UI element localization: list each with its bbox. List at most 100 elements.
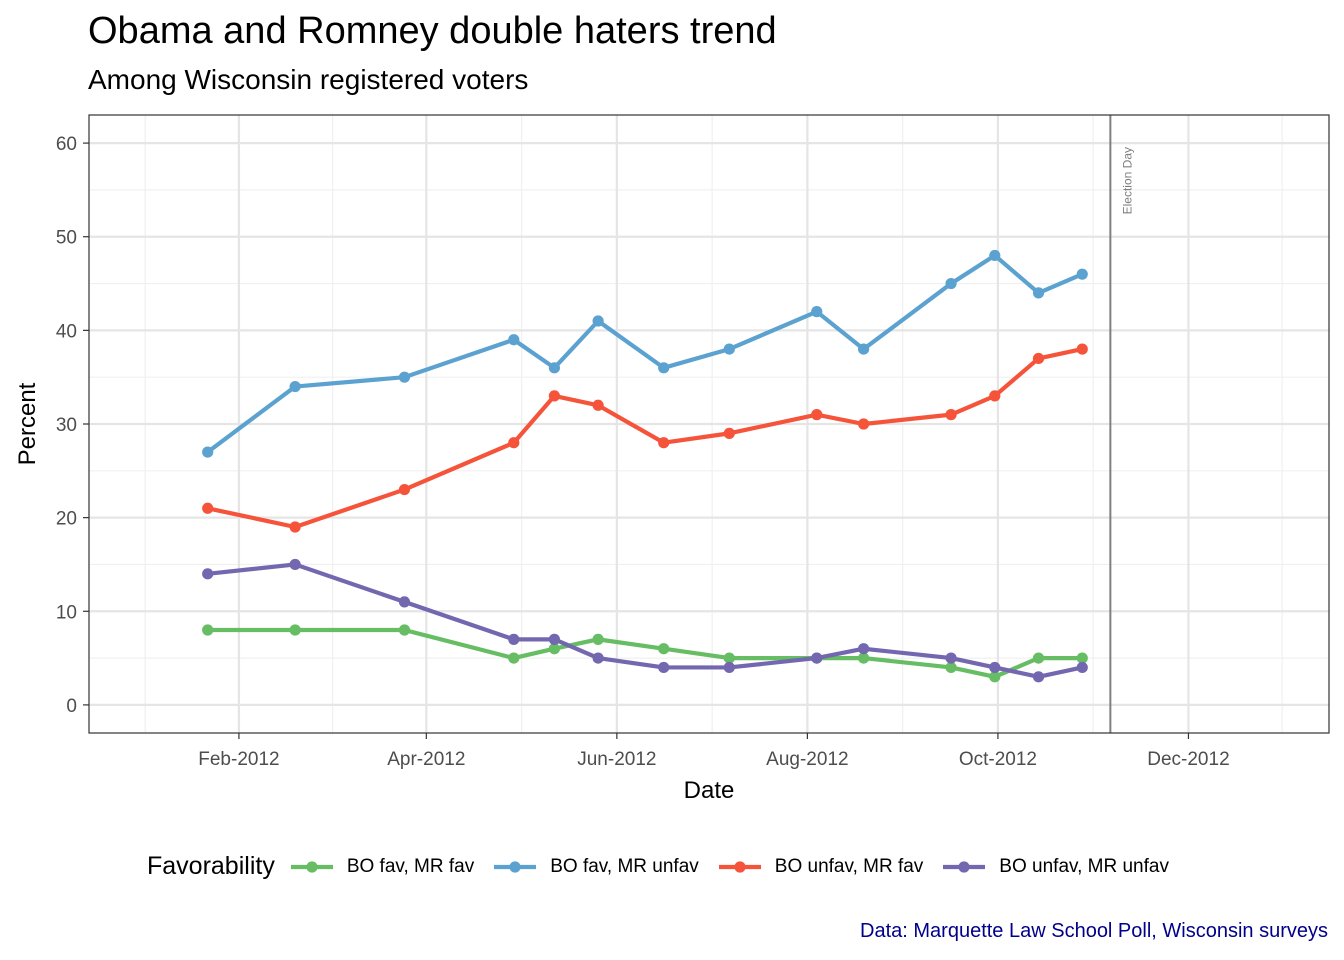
series-4-point [723,661,735,674]
legend-title: Favorability [147,852,275,880]
series-2-point [548,362,560,374]
series-2-point [723,343,735,355]
series-2-point [945,277,957,290]
legend-key-point [958,860,970,873]
y-tick-label: 40 [56,321,77,342]
legend-key-point [509,860,521,873]
series-3-point [548,390,560,402]
series-4-point [289,558,301,571]
series-2-point [289,380,301,393]
election-day-label: Election Day [1120,147,1134,214]
legend-label: BO fav, MR unfav [550,855,699,877]
series-line-4 [207,562,1083,679]
series-3-point [1076,343,1088,355]
chart-title: Obama and Romney double haters trend [88,10,777,52]
x-tick-label: Dec-2012 [1147,749,1229,770]
x-axis-title: Date [684,777,735,804]
y-axis-title: Percent [14,382,41,465]
series-4-point [548,633,560,645]
annotation-layer: Election Day [1109,115,1134,733]
series-3-point [858,418,870,430]
legend: Favorability BO fav, MR fav BO fav, MR un… [147,852,1187,881]
series-3-point [398,483,411,496]
series-2-point [858,343,870,355]
x-tick-label: Apr-2012 [387,749,465,770]
legend-key-2 [494,860,537,873]
series-4-point [1032,671,1045,683]
legend-key-4 [943,860,986,873]
series-1-point [202,624,214,636]
major-gridlines [89,115,1329,733]
series-2-point [202,446,214,458]
series-3-point [945,409,957,421]
series-1-point [945,661,957,674]
series-1-point [289,624,301,636]
series-3-point [592,399,604,411]
series-4-point [1076,661,1088,674]
series-3-point [289,521,301,533]
legend-items: BO fav, MR fav BO fav, MR unfav BO unfav, … [289,856,1187,878]
caption: Data: Marquette Law School Poll, Wiscons… [860,920,1328,942]
series-4-point [398,596,411,608]
series-2-point [811,306,823,318]
y-tick-label: 50 [56,228,77,249]
legend-item: BO fav, MR unfav [492,856,699,878]
x-axis: Feb-2012 Apr-2012 Jun-2012 Aug-2012 Oct-2012… [198,733,1230,770]
series-4-point [989,661,1001,674]
y-axis: 0 10 20 30 40 50 60 [56,134,89,717]
series-2-point [592,315,604,327]
series-3-point [1032,352,1045,365]
series-3-point [989,390,1001,402]
series-1-point [548,643,560,655]
legend-key-point [734,860,746,873]
legend-label: BO fav, MR fav [346,855,475,877]
x-tick-label: Aug-2012 [766,749,848,770]
series-2-point [398,371,411,383]
legend-key-1 [290,860,333,873]
series-2-point [1076,268,1088,280]
chart-subtitle: Among Wisconsin registered voters [88,64,529,95]
legend-item: BO unfav, MR fav [717,855,924,878]
legend-key-3 [718,860,761,873]
series-4-point [592,652,604,664]
series-1-point [989,671,1001,683]
series-1-point [1032,652,1045,664]
series-3-point [658,437,670,449]
legend-label: BO unfav, MR fav [774,855,924,877]
x-tick-label: Feb-2012 [198,749,279,770]
series-1-point [858,652,870,664]
series-4-point [658,661,670,674]
series-line-1 [207,627,1083,679]
series-3-point [508,437,520,449]
series-1-point [592,633,604,645]
series-line-2 [206,253,1084,454]
series-4-point [508,633,520,645]
series-3-point [723,427,735,439]
series-3-point [202,502,214,514]
legend-item: BO unfav, MR unfav [941,856,1169,878]
series-4-point [811,652,823,664]
series-1-point [508,652,520,664]
series-1-point [398,624,411,636]
legend-item: BO fav, MR fav [289,856,474,878]
series-4-point [945,652,957,664]
series-layer [202,249,1088,683]
y-tick-label: 10 [56,602,77,623]
series-4-point [202,568,214,580]
series-2-point [658,362,670,374]
x-tick-label: Jun-2012 [577,749,656,770]
y-tick-label: 0 [66,696,77,717]
series-2-point [508,334,520,346]
y-tick-label: 20 [56,509,77,530]
series-1-point [658,643,670,655]
series-1-point [723,652,735,664]
y-tick-label: 30 [56,415,77,436]
series-1-point [1076,652,1088,664]
legend-key-point [306,860,318,873]
series-4-point [858,643,870,655]
series-line-3 [207,347,1083,530]
legend-label: BO unfav, MR unfav [999,855,1169,877]
y-tick-label: 60 [56,134,77,155]
x-tick-label: Oct-2012 [959,749,1037,770]
